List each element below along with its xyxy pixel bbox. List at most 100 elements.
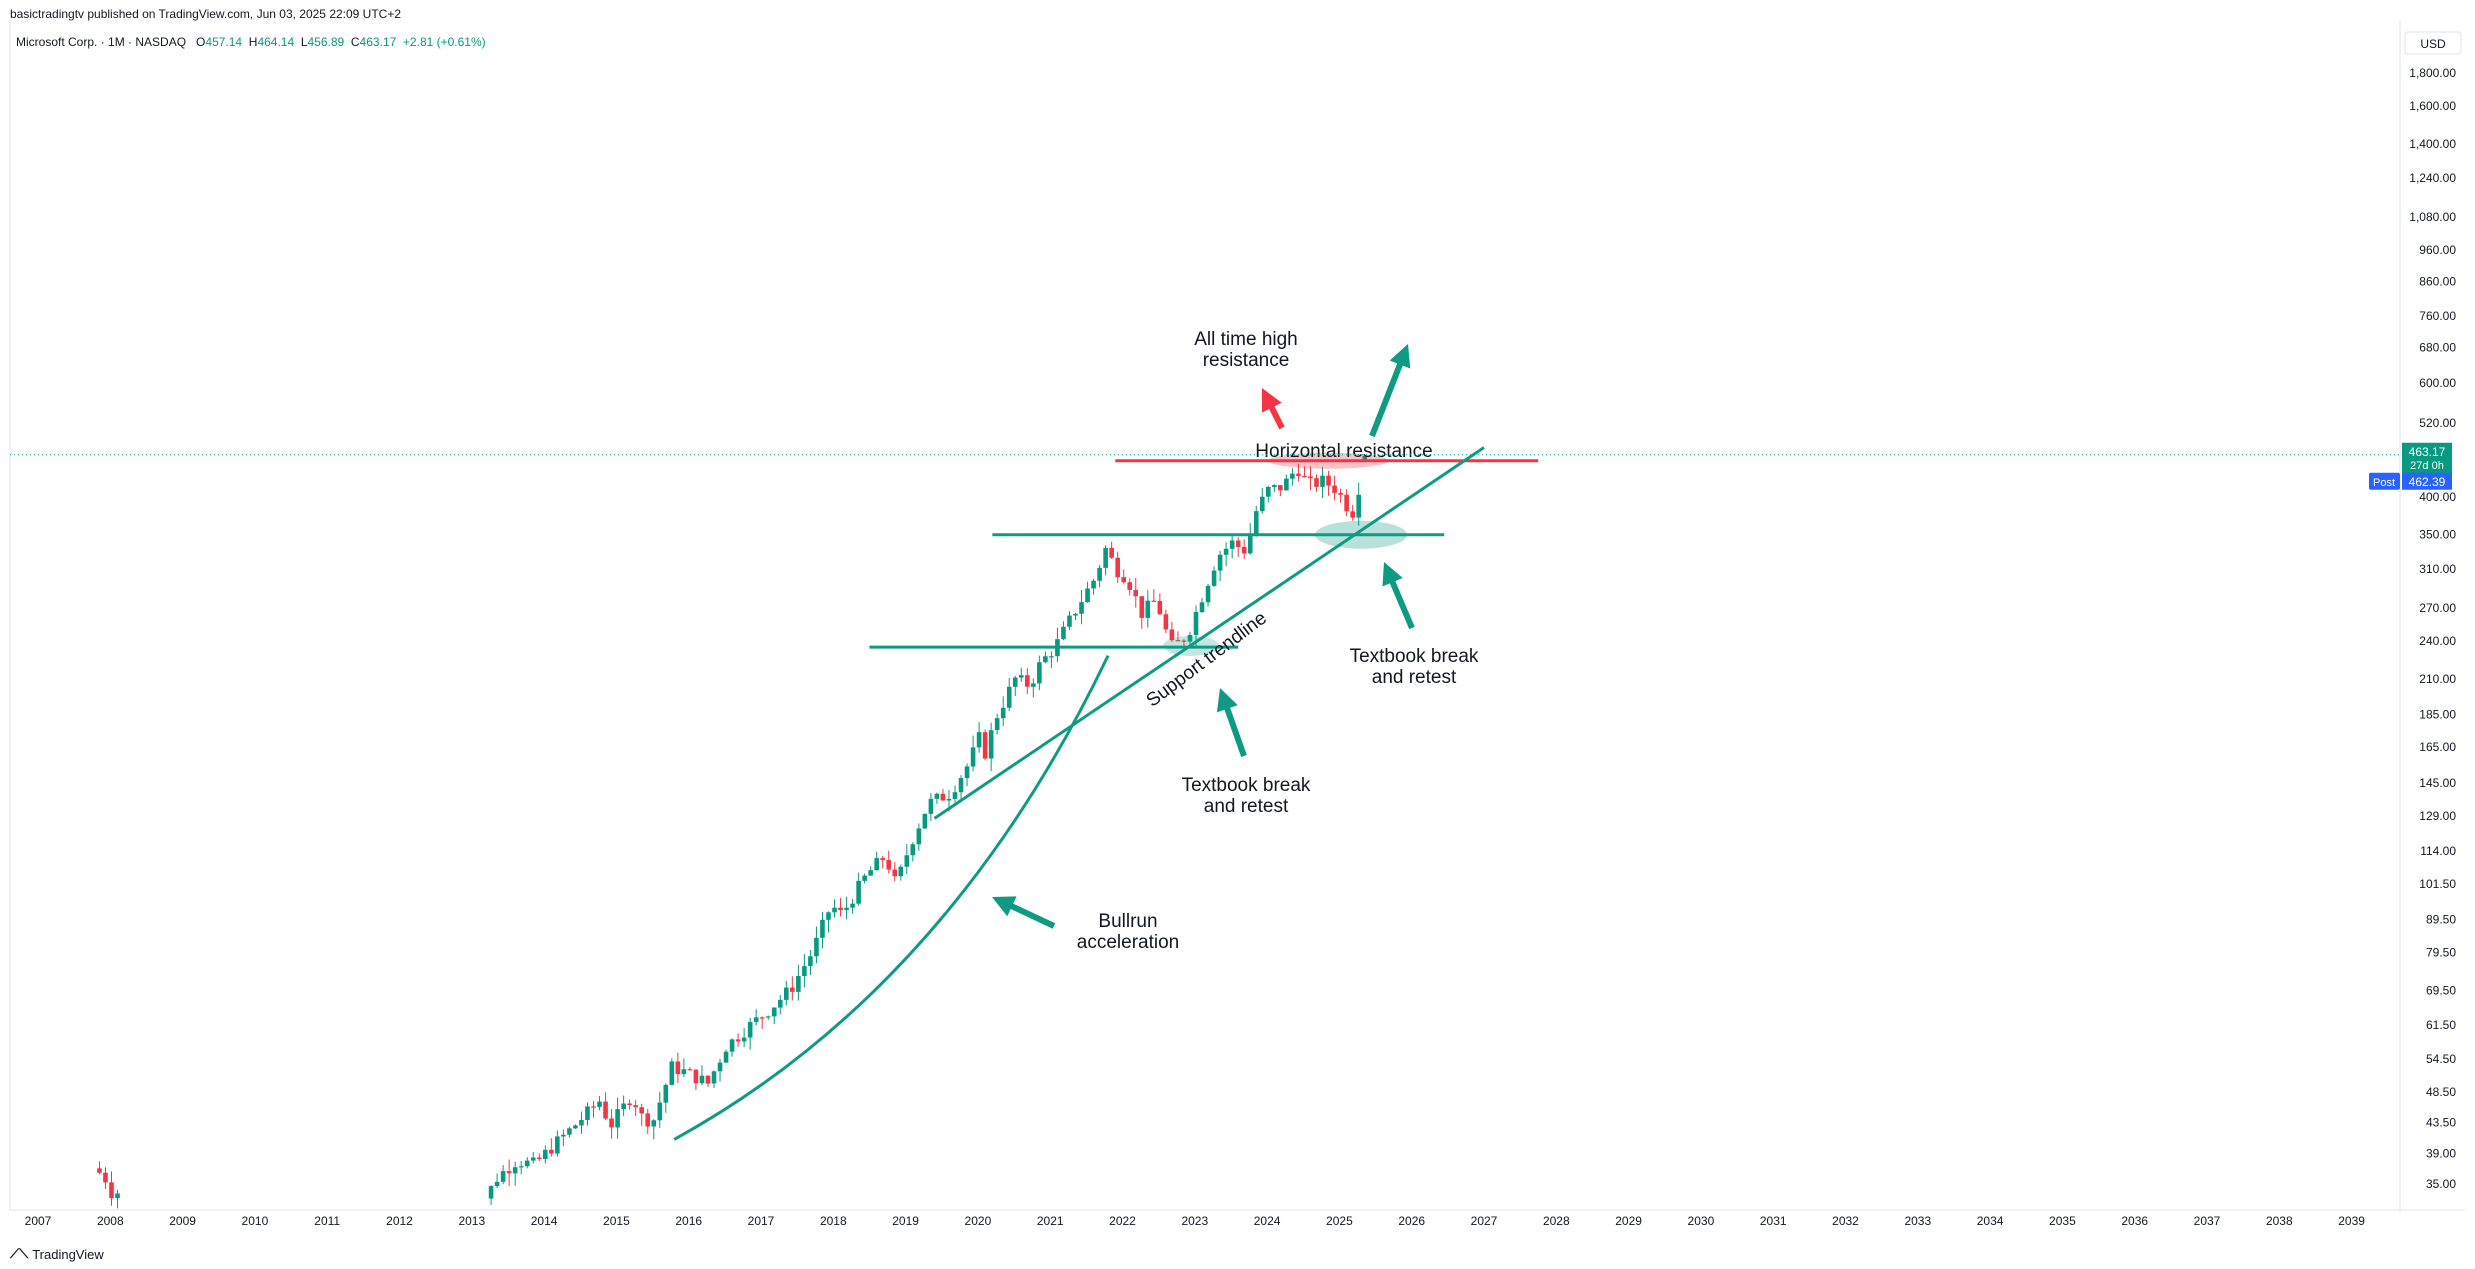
time-tick-label: 2023 xyxy=(1181,1214,1208,1228)
price-tick-label: 760.00 xyxy=(2419,309,2456,323)
support-trendline-label: Support trendline xyxy=(1143,608,1271,712)
candle-body xyxy=(1097,567,1102,581)
candle-body xyxy=(1320,475,1325,487)
candle-body xyxy=(1272,485,1277,487)
candle-body xyxy=(904,855,910,867)
price-tick-label: 61.50 xyxy=(2426,1018,2456,1032)
candle-body xyxy=(645,1113,651,1127)
price-tick-label: 350.00 xyxy=(2419,528,2456,542)
time-tick-label: 2014 xyxy=(531,1214,558,1228)
symbol-legend: Microsoft Corp. · 1M · NASDAQ O457.14 H4… xyxy=(16,35,486,49)
candle-body xyxy=(1006,686,1012,708)
candle-body xyxy=(777,999,783,1008)
candle-body xyxy=(1266,486,1271,497)
candle-body xyxy=(1145,600,1151,618)
candle-body xyxy=(759,1017,765,1019)
candle-body xyxy=(717,1062,723,1072)
candle-body xyxy=(567,1128,572,1135)
retest-label-right: Textbook break and retest xyxy=(1350,646,1479,688)
candle-body xyxy=(922,813,928,829)
price-tick-label: 240.00 xyxy=(2419,634,2456,648)
time-axis[interactable]: 2007 2008 2009 2010 2011 2012 2013 2014 2015 2016… xyxy=(25,1214,2366,1228)
candle-body xyxy=(657,1102,663,1121)
candle-body xyxy=(982,732,988,759)
candle-body xyxy=(1356,494,1361,518)
price-tick-label: 270.00 xyxy=(2419,601,2456,615)
candle-body xyxy=(1031,683,1036,687)
time-tick-label: 2017 xyxy=(748,1214,775,1228)
time-tick-label: 2022 xyxy=(1109,1214,1136,1228)
time-tick-label: 2012 xyxy=(386,1214,413,1228)
candle-body xyxy=(1308,476,1313,479)
candle-body xyxy=(621,1103,626,1110)
candle-body xyxy=(994,718,1000,731)
candle-body xyxy=(874,858,879,871)
candle-body xyxy=(1290,473,1295,479)
retest-right-arrow-icon-shape xyxy=(1382,562,1415,630)
time-tick-label: 2031 xyxy=(1760,1214,1787,1228)
candle-body xyxy=(675,1061,681,1075)
time-tick-label: 2030 xyxy=(1688,1214,1715,1228)
drawings-layer: All time high resistance Horizontal resist… xyxy=(673,329,1539,1141)
footer-brand-text: TradingView xyxy=(32,1246,104,1262)
candle-body xyxy=(753,1017,759,1023)
price-tick-label: 79.50 xyxy=(2426,946,2456,960)
high-value: 464.14 xyxy=(257,35,295,49)
retest-zone-ellipse xyxy=(1315,520,1408,549)
candle-body xyxy=(591,1106,596,1108)
candle-body xyxy=(862,875,867,881)
price-tick-label: 35.00 xyxy=(2426,1177,2456,1191)
candle-body xyxy=(1235,540,1241,547)
candle-body xyxy=(1284,478,1289,491)
candle-body xyxy=(651,1120,657,1127)
candle-body xyxy=(506,1171,512,1174)
candle-body xyxy=(946,798,952,801)
time-tick-label: 2035 xyxy=(2049,1214,2076,1228)
price-tick-label: 101.50 xyxy=(2419,877,2456,891)
candle-body xyxy=(597,1101,602,1107)
currency-box xyxy=(2404,31,2462,55)
time-tick-label: 2010 xyxy=(242,1214,269,1228)
candle-body xyxy=(910,844,916,856)
time-tick-label: 2019 xyxy=(892,1214,919,1228)
candle-body xyxy=(1211,570,1217,586)
candle-body xyxy=(1079,602,1084,614)
countdown-label: 27d 0h xyxy=(2410,460,2444,472)
price-tick-label: 680.00 xyxy=(2419,340,2456,354)
breakout-up-arrow-icon-shape xyxy=(1369,344,1411,438)
candle-body xyxy=(1223,548,1229,555)
candle-body xyxy=(530,1157,536,1161)
bullrun-arrow-icon xyxy=(992,896,1056,929)
price-chart[interactable]: All time high resistance Horizontal resist… xyxy=(0,0,2475,1240)
candle-body xyxy=(549,1149,554,1154)
open-value: 457.14 xyxy=(205,35,243,49)
candle-body xyxy=(1169,629,1175,641)
candle-body xyxy=(1205,585,1211,603)
tradingview-logo-icon: ⟋⟍ xyxy=(10,1246,29,1261)
candle-body xyxy=(1229,540,1235,549)
bullrun-label: Bullrun acceleration xyxy=(1077,911,1179,953)
ath-arrow-icon xyxy=(1262,388,1285,430)
candle-body xyxy=(856,880,861,904)
price-axis[interactable]: USD 1,800.00 1,600.00 1,400.00 1,240.00 1,080… xyxy=(10,31,2462,1191)
candle-body xyxy=(892,869,898,877)
high-label: H xyxy=(248,35,258,49)
candle-body xyxy=(669,1061,675,1085)
time-tick-label: 2018 xyxy=(820,1214,847,1228)
candle-body xyxy=(543,1149,548,1160)
currency-label: USD xyxy=(2420,37,2446,51)
candle-body xyxy=(1103,547,1108,568)
retest-zone-ellipse-left xyxy=(1163,635,1220,656)
ath-resistance-label: All time high resistance xyxy=(1194,329,1298,371)
last-price-label: 463.17 xyxy=(2409,445,2446,459)
time-tick-label: 2028 xyxy=(1543,1214,1570,1228)
post-label: Post xyxy=(2373,477,2395,489)
symbol-title[interactable]: Microsoft Corp. · 1M · NASDAQ xyxy=(16,35,187,49)
candle-body xyxy=(838,907,843,911)
publisher-line: basictradingtv published on TradingView.… xyxy=(10,7,402,21)
price-tick-label: 145.00 xyxy=(2419,776,2456,790)
open-label: O xyxy=(196,35,206,49)
price-tick-label: 310.00 xyxy=(2419,562,2456,576)
candle-body xyxy=(771,1007,777,1017)
time-tick-label: 2039 xyxy=(2338,1214,2365,1228)
